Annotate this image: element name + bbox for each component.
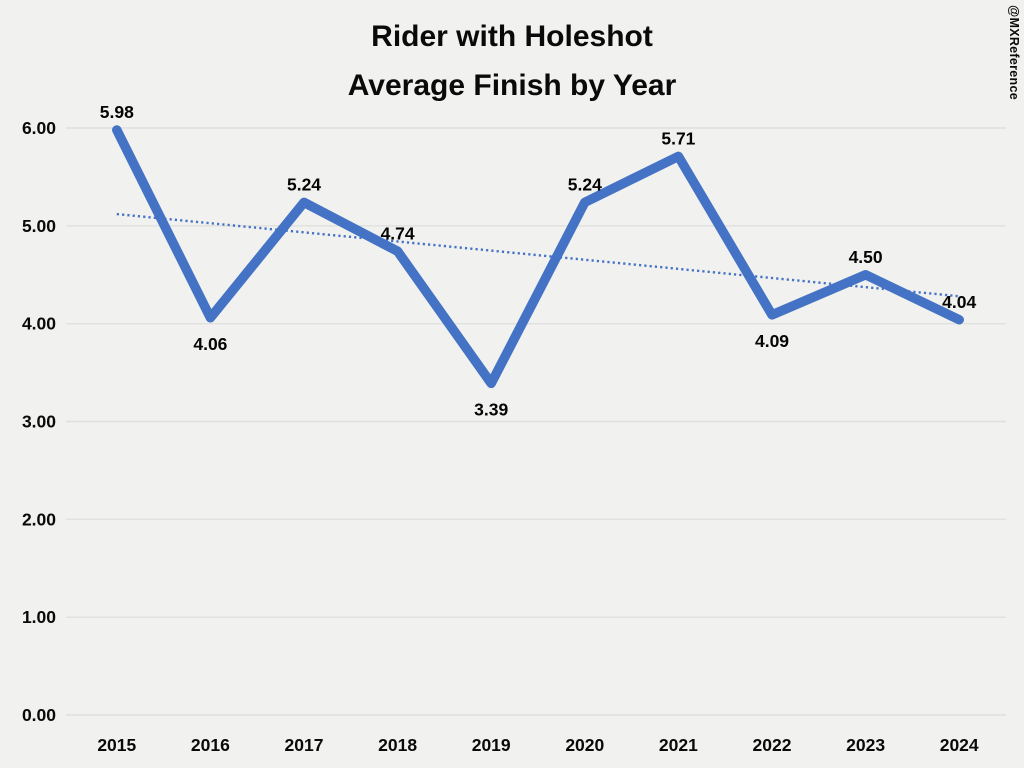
data-point-label: 4.06 [193, 334, 227, 354]
x-axis-tick-label: 2019 [472, 735, 511, 755]
x-axis-tick-label: 2022 [753, 735, 792, 755]
chart-title: Rider with Holeshot Average Finish by Ye… [0, 12, 1024, 110]
y-axis-tick-label: 5.00 [22, 216, 56, 236]
chart-title-line2: Average Finish by Year [347, 69, 677, 102]
watermark-credit: @MXReference [1007, 5, 1021, 100]
x-axis-tick-label: 2017 [285, 735, 324, 755]
x-axis-tick-label: 2015 [97, 735, 136, 755]
data-point-label: 5.71 [661, 128, 695, 148]
data-point-label: 4.74 [381, 223, 415, 243]
data-point-label: 5.24 [287, 174, 321, 194]
y-axis-tick-label: 6.00 [22, 118, 56, 138]
trendline [116, 212, 960, 298]
x-axis-tick-label: 2023 [846, 735, 885, 755]
x-axis-tick-label: 2020 [565, 735, 604, 755]
data-point-label: 3.39 [474, 399, 508, 419]
data-point-label: 4.04 [942, 292, 976, 312]
y-axis-tick-label: 3.00 [22, 412, 56, 432]
data-point-label: 4.09 [755, 331, 789, 351]
y-axis-tick-label: 2.00 [22, 509, 56, 529]
data-point-label: 5.24 [568, 174, 602, 194]
data-point-label: 4.50 [849, 247, 883, 267]
x-axis-tick-label: 2016 [191, 735, 230, 755]
y-axis-tick-label: 4.00 [22, 314, 56, 334]
x-axis-tick-label: 2024 [940, 735, 979, 755]
y-axis-tick-label: 1.00 [22, 607, 56, 627]
chart-title-line1: Rider with Holeshot [371, 20, 653, 53]
data-point-label: 5.98 [100, 102, 134, 122]
x-axis-tick-label: 2021 [659, 735, 698, 755]
y-axis-tick-label: 0.00 [22, 705, 56, 725]
x-axis-tick-label: 2018 [378, 735, 417, 755]
series-line [112, 125, 964, 389]
